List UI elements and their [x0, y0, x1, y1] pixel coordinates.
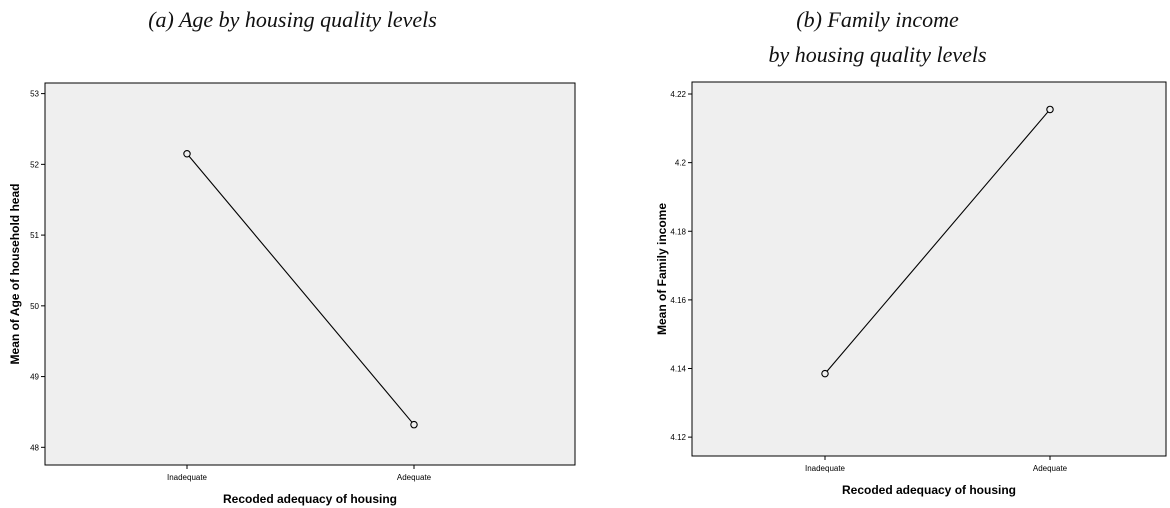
- x-tick-label: Inadequate: [167, 473, 208, 482]
- y-tick-label: 4.22: [670, 90, 686, 99]
- data-point: [410, 420, 418, 429]
- y-tick-label: 48: [30, 443, 39, 452]
- y-tick-label: 51: [30, 231, 39, 240]
- chart-subtitle: by housing quality levels: [768, 42, 987, 67]
- data-point: [821, 369, 829, 378]
- y-tick-label: 50: [30, 302, 39, 311]
- y-tick-label: 4.16: [670, 296, 686, 305]
- x-tick-label: Inadequate: [805, 464, 846, 473]
- x-axis-title: Recoded adequacy of housing: [842, 483, 1016, 497]
- chart-title: (a) Age by housing quality levels: [148, 7, 437, 32]
- y-axis-title: Mean of Family income: [655, 203, 669, 335]
- y-tick-label: 4.18: [670, 227, 686, 236]
- data-point: [1046, 105, 1054, 114]
- x-tick-label: Adequate: [1033, 464, 1068, 473]
- plot-area: [691, 81, 1167, 457]
- y-tick-label: 49: [30, 373, 39, 382]
- x-axis-title: Recoded adequacy of housing: [223, 492, 397, 506]
- chart-panel-age: (a) Age by housing quality levels 48 49 50…: [8, 7, 576, 506]
- y-tick-label: 53: [30, 90, 39, 99]
- chart-title: (b) Family income: [796, 7, 959, 32]
- series-line: [824, 109, 1051, 375]
- chart-panel-income: (b) Family income by housing quality lev…: [585, 0, 1170, 508]
- y-tick-label: 52: [30, 160, 39, 169]
- chart-svg-age: 48 49 50 51 52 53 Inadequate Adequate Recoded ad…: [8, 82, 576, 506]
- y-tick-label: 4.14: [670, 365, 686, 374]
- y-tick-label: 4.2: [675, 159, 687, 168]
- x-tick-label: Adequate: [397, 473, 432, 482]
- plot-area: [44, 82, 576, 466]
- data-point: [183, 149, 191, 158]
- y-tick-label: 4.12: [670, 433, 686, 442]
- y-axis-title: Mean of Age of household head: [8, 184, 22, 365]
- chart-svg-income: 4.12 4.14 4.16 4.18 4.2 4.22 Inadequate Adequat…: [655, 81, 1167, 497]
- series-line: [186, 153, 415, 426]
